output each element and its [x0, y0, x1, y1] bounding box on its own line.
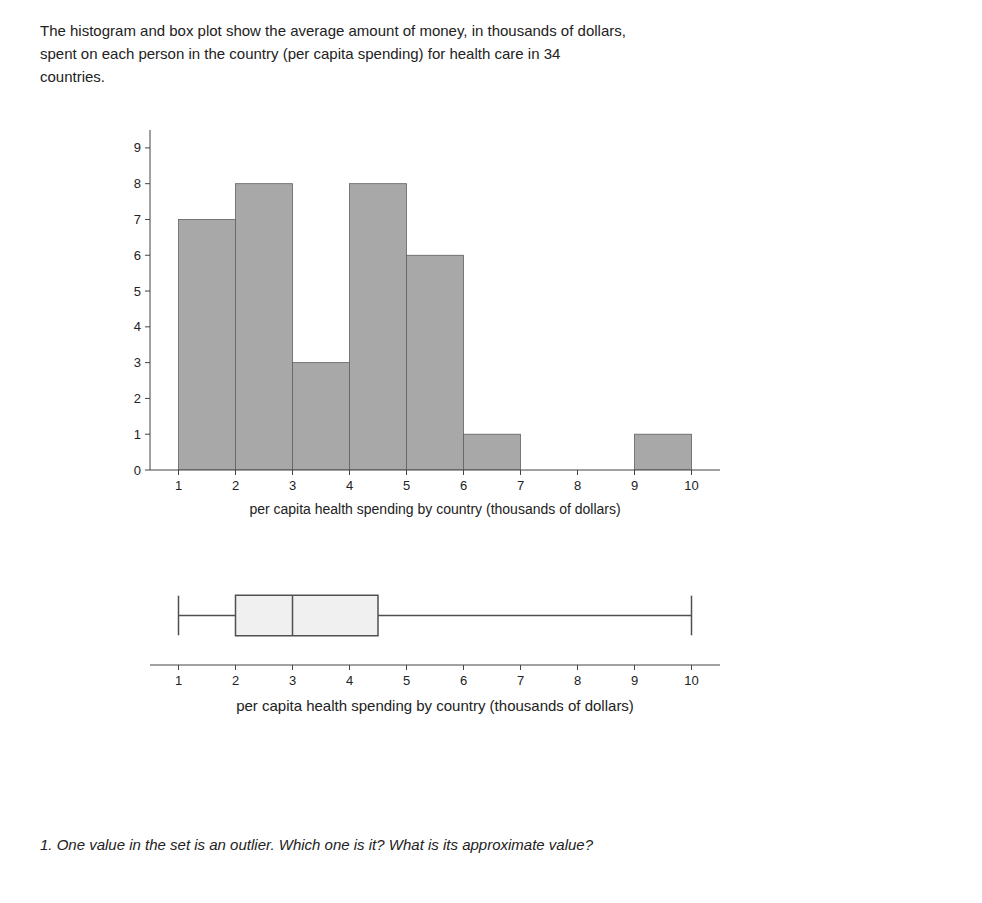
x-tick-label: 6 — [460, 478, 467, 493]
x-tick — [634, 665, 635, 670]
histogram: 1 2 3 4 5 6 7 8 9 10 0 1 2 3 4 5 6 7 8 9 per capita health s… — [134, 130, 720, 517]
y-tick-label: 8 — [134, 176, 141, 191]
x-tick-label: 4 — [346, 673, 353, 688]
x-tick — [292, 470, 293, 475]
y-tick-label: 6 — [134, 248, 141, 263]
header-text: countries. — [40, 68, 105, 85]
y-tick — [145, 398, 150, 399]
x-tick-label: 1 — [175, 478, 182, 493]
x-tick-label: 8 — [574, 478, 581, 493]
box-plot: 1 2 3 4 5 6 7 8 9 10 per capita health spending by… — [150, 595, 720, 714]
x-tick-label: 7 — [517, 478, 524, 493]
x-tick — [520, 470, 521, 475]
x-tick — [178, 665, 179, 670]
x-tick-label: 2 — [232, 478, 239, 493]
x-tick-label: 7 — [517, 673, 524, 688]
x-tick-label: 9 — [631, 478, 638, 493]
x-tick-label: 2 — [232, 673, 239, 688]
x-tick — [406, 665, 407, 670]
x-tick-label: 9 — [631, 673, 638, 688]
y-axis-line — [150, 130, 151, 470]
x-tick-label: 10 — [684, 673, 698, 688]
y-tick-label: 0 — [134, 463, 141, 478]
histogram-bar — [635, 434, 692, 470]
box-marks — [179, 595, 692, 636]
x-tick-label: 8 — [574, 673, 581, 688]
whisker-cap — [178, 596, 180, 636]
y-tick-label: 2 — [134, 391, 141, 406]
histogram-bar — [407, 255, 464, 470]
chart-root: The histogram and box plot show the aver… — [0, 0, 982, 903]
y-tick-label: 9 — [134, 140, 141, 155]
bars — [179, 184, 692, 470]
y-tick-label: 3 — [134, 355, 141, 370]
x-tick-label: 6 — [460, 673, 467, 688]
histogram-bar — [350, 184, 407, 470]
header: The histogram and box plot show the aver… — [40, 22, 626, 85]
x-tick-label: 5 — [403, 673, 410, 688]
x-tick — [577, 665, 578, 670]
x-tick — [235, 665, 236, 670]
y-tick-label: 1 — [134, 427, 141, 442]
header-text: The histogram and box plot show the aver… — [40, 22, 626, 39]
x-tick — [577, 470, 578, 475]
y-tick — [145, 434, 150, 435]
x-tick — [520, 665, 521, 670]
y-tick-label: 4 — [134, 319, 141, 334]
x-tick — [292, 665, 293, 670]
y-tick — [145, 362, 150, 363]
x-tick-label: 1 — [175, 673, 182, 688]
x-tick-label: 10 — [684, 478, 698, 493]
x-tick-label: 3 — [289, 673, 296, 688]
y-tick — [145, 147, 150, 148]
y-tick — [145, 183, 150, 184]
histogram-bar — [179, 219, 236, 470]
question-text: 1. One value in the set is an outlier. W… — [40, 836, 594, 853]
x-tick-label: 4 — [346, 478, 353, 493]
x-tick-label: 5 — [403, 478, 410, 493]
x-tick — [463, 470, 464, 475]
header-text: spent on each person in the country (per… — [40, 45, 560, 62]
y-tick — [145, 219, 150, 220]
x-axis-label: per capita health spending by country (t… — [236, 697, 634, 714]
x-axis-label: per capita health spending by country (t… — [249, 501, 620, 517]
x-tick — [349, 470, 350, 475]
x-tick — [178, 470, 179, 475]
x-tick — [634, 470, 635, 475]
whisker — [378, 615, 692, 617]
x-tick — [349, 665, 350, 670]
median-line — [292, 595, 294, 636]
whisker-cap — [691, 596, 693, 636]
y-tick — [145, 470, 150, 471]
histogram-bar — [236, 184, 293, 470]
y-tick-label: 5 — [134, 284, 141, 299]
question: 1. One value in the set is an outlier. W… — [40, 836, 594, 853]
y-tick — [145, 291, 150, 292]
x-tick — [463, 665, 464, 670]
box — [236, 595, 379, 636]
histogram-bar — [293, 363, 350, 470]
y-tick-label: 7 — [134, 212, 141, 227]
whisker — [179, 615, 236, 617]
x-tick-label: 3 — [289, 478, 296, 493]
y-tick — [145, 326, 150, 327]
x-tick — [235, 470, 236, 475]
x-tick — [406, 470, 407, 475]
x-tick — [691, 470, 692, 475]
x-tick — [691, 665, 692, 670]
histogram-bar — [464, 434, 521, 470]
y-tick — [145, 255, 150, 256]
